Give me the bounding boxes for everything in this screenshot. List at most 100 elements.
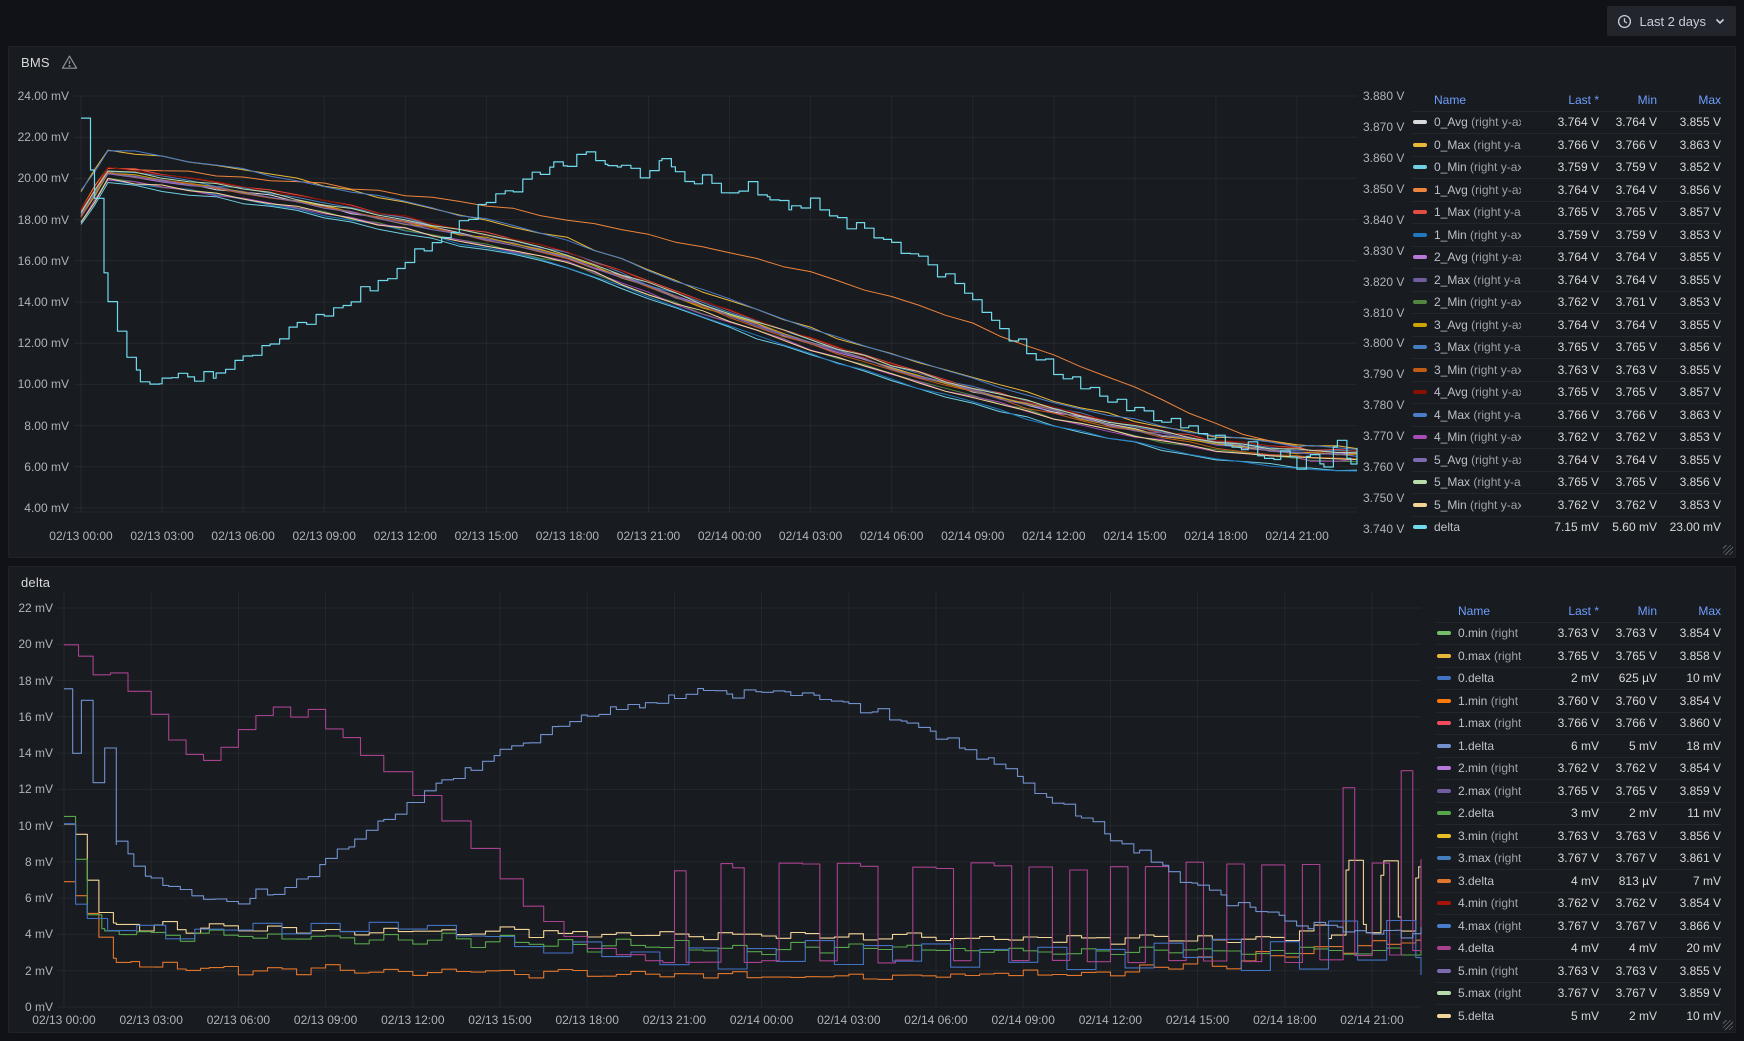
series-color-swatch bbox=[1413, 277, 1427, 282]
series-color-swatch bbox=[1437, 631, 1451, 636]
series-last: 3.762 V bbox=[1557, 497, 1599, 512]
legend-row[interactable]: 1.delta 6 mV 5 mV 18 mV bbox=[1437, 734, 1721, 757]
legend-row[interactable]: 2.max (right y-axis) 3.765 V 3.765 V 3.8… bbox=[1437, 779, 1721, 802]
bms-chart-canvas[interactable] bbox=[9, 47, 1735, 557]
series-min: 3.765 V bbox=[1615, 648, 1657, 663]
legend-row[interactable]: 5.max (right y-axis) 3.767 V 3.767 V 3.8… bbox=[1437, 981, 1721, 1005]
series-name: 0_Avg (right y-axis) bbox=[1434, 115, 1521, 130]
series-last: 3.767 V bbox=[1557, 986, 1599, 1001]
legend-row[interactable]: 0_Avg (right y-axis) 3.764 V 3.764 V 3.8… bbox=[1413, 110, 1721, 134]
series-name: 0.delta bbox=[1458, 671, 1495, 686]
legend-row[interactable]: 2_Max (right y-axis) 3.764 V 3.764 V 3.8… bbox=[1413, 268, 1721, 291]
chevron-down-icon bbox=[1714, 15, 1726, 27]
series-last: 3.765 V bbox=[1557, 340, 1599, 355]
panel-resize-handle[interactable] bbox=[1723, 545, 1733, 555]
series-name: 0.max (right y-axis) bbox=[1458, 648, 1521, 663]
legend-row[interactable]: 1.min (right y-axis) 3.760 V 3.760 V 3.8… bbox=[1437, 689, 1721, 712]
x-axis-tick: 02/14 21:00 bbox=[1340, 1013, 1404, 1027]
y-axis-tick: 0 mV bbox=[24, 999, 53, 1014]
series-name: 1.min (right y-axis) bbox=[1458, 693, 1521, 708]
series-name: 5_Min (right y-axis) bbox=[1434, 497, 1521, 512]
series-color-swatch bbox=[1413, 367, 1427, 372]
legend-row[interactable]: 0.min (right y-axis) 3.763 V 3.763 V 3.8… bbox=[1437, 621, 1721, 645]
legend-row[interactable]: 0_Min (right y-axis) 3.759 V 3.759 V 3.8… bbox=[1413, 155, 1721, 179]
legend-row[interactable]: 5.min (right y-axis) 3.763 V 3.763 V 3.8… bbox=[1437, 959, 1721, 982]
series-max: 3.855 V bbox=[1679, 317, 1721, 332]
legend-row[interactable]: 1.max (right y-axis) 3.766 V 3.766 V 3.8… bbox=[1437, 711, 1721, 735]
delta-chart-canvas[interactable] bbox=[9, 567, 1735, 1032]
legend-row[interactable]: 4_Min (right y-axis) 3.762 V 3.762 V 3.8… bbox=[1413, 425, 1721, 449]
series-min: 2 mV bbox=[1628, 1008, 1657, 1023]
x-axis-tick: 02/13 03:00 bbox=[130, 529, 194, 543]
warning-icon[interactable] bbox=[61, 54, 78, 71]
series-last: 3 mV bbox=[1570, 806, 1599, 821]
x-axis-tick: 02/14 15:00 bbox=[1103, 529, 1167, 543]
legend-row[interactable]: 0.delta 2 mV 625 µV 10 mV bbox=[1437, 666, 1721, 690]
legend-row[interactable]: 4.max (right y-axis) 3.767 V 3.767 V 3.8… bbox=[1437, 914, 1721, 937]
legend-row[interactable]: 5_Avg (right y-axis) 3.764 V 3.764 V 3.8… bbox=[1413, 448, 1721, 471]
legend-row[interactable]: 4_Avg (right y-axis) 3.765 V 3.765 V 3.8… bbox=[1413, 380, 1721, 404]
legend-row[interactable]: 1_Avg (right y-axis) 3.764 V 3.764 V 3.8… bbox=[1413, 178, 1721, 201]
series-max: 3.859 V bbox=[1679, 783, 1721, 798]
x-axis-tick: 02/14 12:00 bbox=[1022, 529, 1086, 543]
panel-resize-handle[interactable] bbox=[1723, 1020, 1733, 1030]
series-min: 3.767 V bbox=[1615, 918, 1657, 933]
series-color-swatch bbox=[1437, 811, 1451, 816]
legend-row[interactable]: 0_Max (right y-axis) 3.766 V 3.766 V 3.8… bbox=[1413, 133, 1721, 156]
series-name: 4_Min (right y-axis) bbox=[1434, 430, 1521, 445]
panel-title: delta bbox=[21, 575, 51, 590]
series-max: 11 mV bbox=[1687, 806, 1721, 821]
series-color-swatch bbox=[1413, 435, 1427, 440]
legend-row[interactable]: 2_Avg (right y-axis) 3.764 V 3.764 V 3.8… bbox=[1413, 245, 1721, 269]
y-axis-tick: 14.00 mV bbox=[17, 295, 69, 309]
series-color-swatch bbox=[1413, 390, 1427, 395]
series-color-swatch bbox=[1413, 345, 1427, 350]
series-min: 3.763 V bbox=[1615, 626, 1657, 641]
legend-row[interactable]: 1_Max (right y-axis) 3.765 V 3.765 V 3.8… bbox=[1413, 200, 1721, 224]
series-last: 3.765 V bbox=[1557, 475, 1599, 490]
legend-row[interactable]: 5_Min (right y-axis) 3.762 V 3.762 V 3.8… bbox=[1413, 493, 1721, 516]
x-axis-tick: 02/13 03:00 bbox=[119, 1013, 183, 1027]
series-color-swatch bbox=[1413, 525, 1427, 530]
series-name: 5.max (right y-axis) bbox=[1458, 986, 1521, 1001]
series-max: 3.853 V bbox=[1679, 295, 1721, 310]
time-range-label: Last 2 days bbox=[1639, 13, 1707, 29]
legend-row[interactable]: delta 7.15 mV 5.60 mV 23.00 mV bbox=[1413, 515, 1721, 539]
y-axis-tick: 3.790 V bbox=[1363, 367, 1405, 382]
series-max: 3.857 V bbox=[1679, 385, 1721, 400]
series-color-swatch bbox=[1413, 120, 1427, 125]
legend-row[interactable]: 5.delta 5 mV 2 mV 10 mV bbox=[1437, 1004, 1721, 1027]
y-axis-tick: 10 mV bbox=[18, 818, 53, 833]
series-min: 3.763 V bbox=[1615, 828, 1657, 843]
legend-row[interactable]: 0.max (right y-axis) 3.765 V 3.765 V 3.8… bbox=[1437, 644, 1721, 667]
series-color-swatch bbox=[1437, 1013, 1451, 1018]
legend-row[interactable]: 4.delta 4 mV 4 mV 20 mV bbox=[1437, 936, 1721, 960]
legend-row[interactable]: 2.min (right y-axis) 3.762 V 3.762 V 3.8… bbox=[1437, 756, 1721, 780]
series-name: 1_Max (right y-axis) bbox=[1434, 205, 1521, 220]
bms-legend: Name Last * Min Max 0_Avg (right y-axis)… bbox=[1413, 89, 1721, 538]
y-axis-tick: 20.00 mV bbox=[17, 171, 69, 186]
panel-delta: delta 22 mV 20 mV 18 mV 16 mV 14 mV 12 mV 10 m… bbox=[8, 566, 1736, 1033]
time-range-picker[interactable]: Last 2 days bbox=[1606, 6, 1736, 36]
legend-row[interactable]: 3_Max (right y-axis) 3.765 V 3.765 V 3.8… bbox=[1413, 335, 1721, 359]
series-name: 2.max (right y-axis) bbox=[1458, 783, 1521, 798]
legend-row[interactable]: 4.min (right y-axis) 3.762 V 3.762 V 3.8… bbox=[1437, 891, 1721, 915]
series-last: 3.766 V bbox=[1557, 716, 1599, 731]
legend-row[interactable]: 5_Max (right y-axis) 3.765 V 3.765 V 3.8… bbox=[1413, 470, 1721, 494]
legend-row[interactable]: 3.min (right y-axis) 3.763 V 3.763 V 3.8… bbox=[1437, 824, 1721, 847]
y-axis-tick: 3.750 V bbox=[1363, 491, 1405, 506]
series-color-swatch bbox=[1437, 766, 1451, 771]
legend-row[interactable]: 2.delta 3 mV 2 mV 11 mV bbox=[1437, 801, 1721, 825]
legend-row[interactable]: 4_Max (right y-axis) 3.766 V 3.766 V 3.8… bbox=[1413, 403, 1721, 426]
series-min: 3.765 V bbox=[1615, 385, 1657, 400]
legend-row[interactable]: 3_Min (right y-axis) 3.763 V 3.763 V 3.8… bbox=[1413, 358, 1721, 381]
series-name: 1.max (right y-axis) bbox=[1458, 716, 1521, 731]
series-last: 3.764 V bbox=[1557, 272, 1599, 287]
legend-row[interactable]: 2_Min (right y-axis) 3.762 V 3.761 V 3.8… bbox=[1413, 290, 1721, 314]
legend-row[interactable]: 3_Avg (right y-axis) 3.764 V 3.764 V 3.8… bbox=[1413, 313, 1721, 336]
series-last: 3.765 V bbox=[1557, 385, 1599, 400]
legend-row[interactable]: 3.delta 4 mV 813 µV 7 mV bbox=[1437, 869, 1721, 892]
series-min: 3.764 V bbox=[1615, 250, 1657, 265]
legend-row[interactable]: 3.max (right y-axis) 3.767 V 3.767 V 3.8… bbox=[1437, 846, 1721, 870]
legend-row[interactable]: 1_Min (right y-axis) 3.759 V 3.759 V 3.8… bbox=[1413, 223, 1721, 246]
